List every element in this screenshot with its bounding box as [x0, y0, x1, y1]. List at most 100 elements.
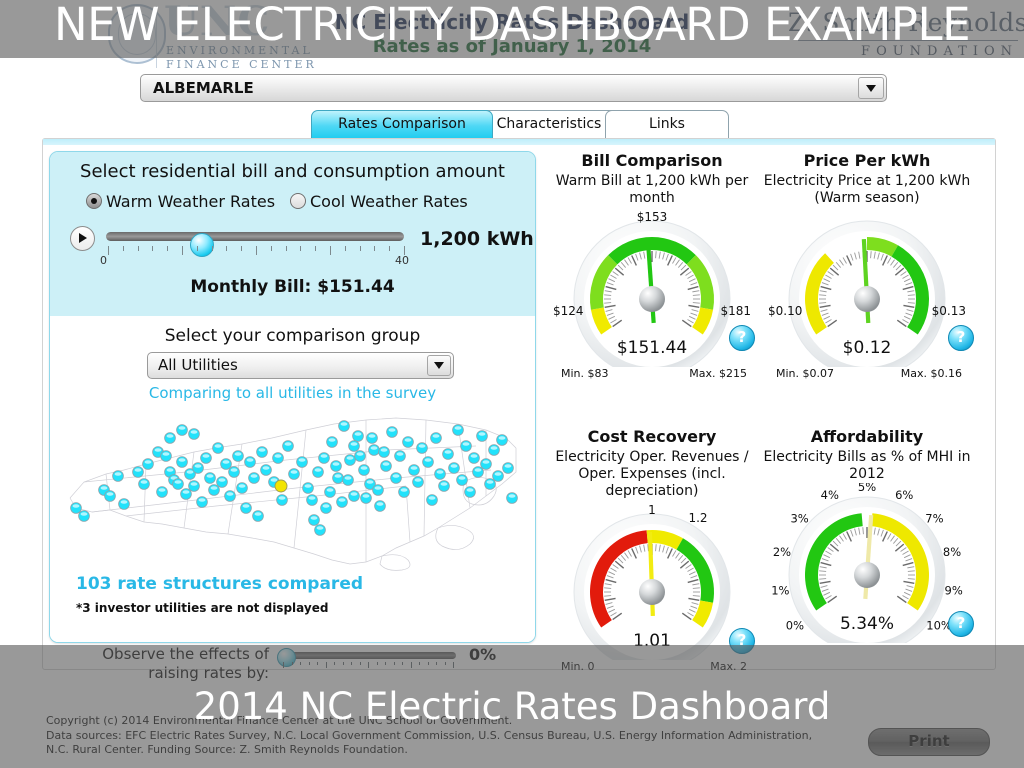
map-dot-highlight	[360, 466, 368, 470]
gauge-hub	[854, 562, 880, 588]
gauge-tick	[687, 567, 694, 572]
gauge-band	[805, 513, 863, 611]
gauge-tick	[665, 546, 669, 554]
play-icon[interactable]	[70, 226, 95, 251]
gauge-tick	[606, 312, 614, 316]
nc-utilities-map[interactable]	[66, 412, 521, 572]
gauge-tick	[827, 319, 838, 328]
gauge-tick	[829, 267, 840, 276]
map-dot-highlight	[234, 452, 242, 456]
gauge-tick	[877, 528, 880, 536]
gauge-tick	[604, 304, 616, 309]
gauge-tick	[821, 282, 829, 286]
gauge-svg: 11.21.01	[573, 503, 731, 660]
gauge-hub	[639, 286, 665, 312]
tab-rates-comparison[interactable]: Rates Comparison	[311, 110, 493, 138]
utility-select[interactable]: ALBEMARLE	[140, 74, 887, 102]
gauge-tick	[835, 261, 841, 268]
gauge-tick	[690, 282, 698, 286]
help-icon[interactable]: ?	[729, 325, 755, 351]
gauge-tick	[635, 253, 639, 261]
map-dot-highlight	[388, 428, 396, 432]
consumption-slider-track[interactable]	[106, 232, 404, 257]
gauge-minmax: Min. $0.07 Max. $0.16	[758, 367, 976, 383]
gauge-tick	[604, 290, 612, 293]
tab-links[interactable]: Links	[605, 110, 729, 138]
map-dot-highlight	[490, 446, 498, 450]
map-dot-highlight	[186, 470, 194, 474]
help-icon[interactable]: ?	[948, 611, 974, 637]
gauge-band	[590, 307, 612, 335]
map-dot-highlight	[144, 460, 152, 464]
radio-cool-label: Cool Weather Rates	[310, 192, 468, 211]
gauge-tick	[903, 278, 911, 283]
gauge-scale-label: 10%	[926, 618, 952, 632]
map-dot-highlight	[470, 454, 478, 458]
radio-cool-weather[interactable]: Cool Weather Rates	[290, 192, 468, 211]
gauge-top-label: 1	[648, 503, 656, 517]
gauge-tick	[631, 255, 637, 266]
map-dot-highlight	[508, 494, 516, 498]
gauge-price-per-kwh: Price Per kWh Electricity Price at 1,200…	[758, 151, 976, 383]
map-dot-highlight	[414, 478, 422, 482]
map-dot-highlight	[162, 452, 170, 456]
gauge-tick	[612, 271, 619, 276]
gauge-svg: 5.34% 0% 1% 2% 3% 4% 5% 6% 7% 8% 9% 10%	[771, 483, 963, 643]
gauge-tick	[825, 274, 832, 279]
gauge-tick	[605, 602, 613, 605]
help-icon[interactable]: ?	[948, 325, 974, 351]
unc-logo-line2: FINANCE CENTER	[166, 58, 317, 71]
gauge-tick	[823, 554, 831, 559]
gauge-min-label: Min. $83	[561, 367, 609, 380]
gauge-band	[867, 237, 898, 257]
gauge-band	[805, 253, 834, 335]
gauge-tick	[825, 595, 832, 600]
gauge-tick	[690, 575, 698, 579]
consumption-slider-row: 0 40 1,200 kWh	[50, 224, 535, 270]
gauge-tick	[608, 315, 616, 320]
map-dot-selected[interactable]	[274, 479, 288, 493]
gauge-upper-right-label: 1.2	[688, 511, 707, 525]
gauge-tick	[827, 595, 838, 604]
gauge-tick	[639, 545, 642, 553]
gauge-value: $151.44	[617, 338, 687, 358]
map-dot-highlight	[340, 422, 348, 426]
map-dot-highlight	[226, 492, 234, 496]
gauge-tick	[667, 255, 673, 266]
gauge-left-label: $0.10	[768, 304, 802, 318]
gauge-tick	[665, 253, 669, 261]
consumption-title: Select residential bill and consumption …	[80, 161, 505, 182]
gauge-max-label: Max. $215	[689, 367, 747, 380]
consumption-slider-thumb[interactable]	[190, 233, 215, 257]
gauge-tick	[643, 251, 646, 259]
gauge-tick	[691, 309, 699, 312]
gauge-scale-label: 3%	[790, 511, 808, 525]
map-dot-highlight	[80, 512, 88, 516]
gauge-tick	[679, 267, 690, 276]
gauge-min-label: Min. $0.07	[776, 367, 835, 380]
map-dot-highlight	[218, 478, 226, 482]
gauge-tick	[655, 544, 657, 552]
tab-characteristics[interactable]: Characteristics	[473, 110, 625, 138]
comparison-group-select[interactable]: All Utilities	[147, 352, 454, 379]
gauge-tick	[880, 529, 884, 537]
gauge-tick	[692, 587, 700, 589]
chevron-down-icon[interactable]	[858, 77, 884, 99]
gauge-graphic: $0.10 $0.13 $0.12?	[758, 207, 976, 367]
map-dot-highlight	[404, 438, 412, 442]
gauge-tick	[893, 261, 899, 268]
slider-min-label: 0	[100, 254, 107, 267]
panel-top-accent	[43, 139, 995, 145]
gauge-tick	[672, 550, 677, 557]
gauge-svg: $0.10 $0.13 $0.12	[768, 220, 966, 367]
map-dot-highlight	[454, 426, 462, 430]
gauge-tick	[617, 557, 624, 564]
gauge-tick	[854, 252, 857, 260]
chevron-down-icon[interactable]	[427, 355, 451, 376]
map-dot-highlight	[106, 492, 114, 496]
gauge-band	[871, 513, 929, 611]
gauge-tick	[655, 251, 657, 259]
gauge-tick	[835, 537, 841, 544]
map-dot-highlight	[290, 470, 298, 474]
radio-warm-weather[interactable]: Warm Weather Rates	[86, 192, 275, 211]
